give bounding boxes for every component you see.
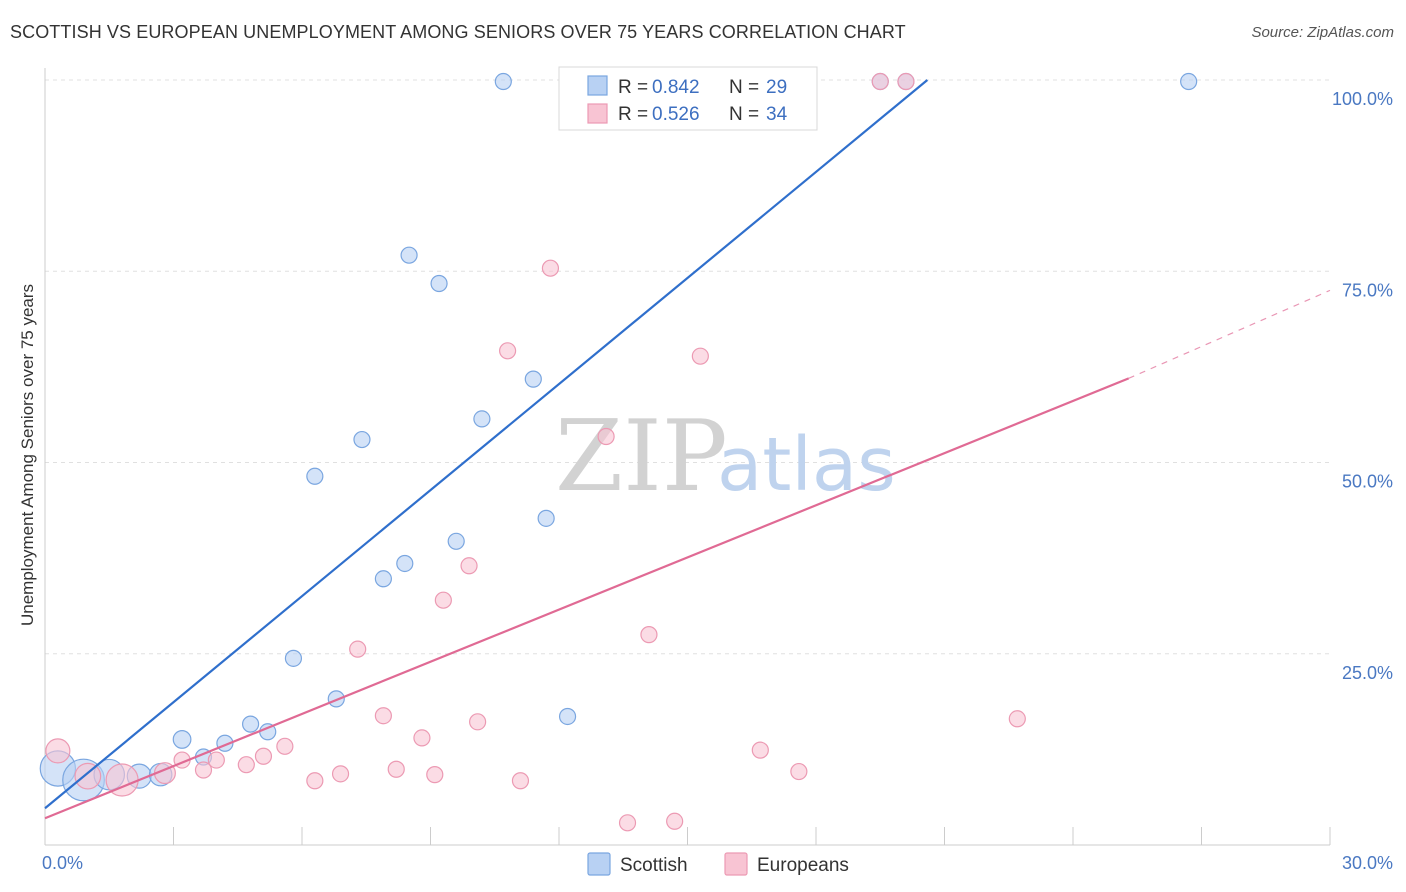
point-europeans-15 bbox=[413, 729, 431, 747]
chart-title: SCOTTISH VS EUROPEAN UNEMPLOYMENT AMONG … bbox=[10, 22, 906, 42]
watermark: ZIP atlas bbox=[555, 400, 896, 514]
series-legend-label-scottish: Scottish bbox=[620, 855, 688, 876]
point-europeans-11 bbox=[331, 765, 350, 783]
point-europeans-0 bbox=[45, 738, 71, 764]
y-tick-label-3: 100.0% bbox=[1332, 89, 1393, 109]
point-europeans-20 bbox=[499, 342, 517, 360]
correlation-legend: R = 0.842 N = 29 R = 0.526 N = 34 bbox=[558, 66, 818, 131]
point-europeans-18 bbox=[460, 557, 478, 575]
legend-r-label-europeans: R = bbox=[618, 104, 648, 125]
point-scottish-15 bbox=[396, 554, 414, 573]
series-legend: Scottish Europeans bbox=[587, 852, 849, 876]
y-tick-label-0: 25.0% bbox=[1342, 663, 1393, 683]
legend-r-value-scottish: 0.842 bbox=[652, 77, 700, 98]
point-scottish-19 bbox=[473, 410, 491, 428]
y-axis-title: Unemployment Among Seniors over 75 years bbox=[18, 284, 37, 626]
point-europeans-31 bbox=[897, 72, 915, 91]
point-europeans-8 bbox=[254, 747, 273, 765]
point-europeans-29 bbox=[790, 762, 808, 781]
point-europeans-19 bbox=[469, 713, 487, 731]
point-scottish-5 bbox=[172, 730, 192, 749]
watermark-atlas: atlas bbox=[717, 422, 896, 508]
point-scottish-8 bbox=[242, 715, 260, 733]
series-legend-swatch-europeans bbox=[724, 852, 748, 876]
series-legend-swatch-scottish bbox=[587, 852, 611, 876]
legend-swatch-europeans bbox=[587, 103, 608, 124]
axes bbox=[44, 68, 1331, 846]
legend-n-label-scottish: N = bbox=[729, 77, 759, 98]
legend-n-value-europeans: 34 bbox=[766, 104, 788, 125]
point-europeans-23 bbox=[597, 427, 615, 446]
point-europeans-25 bbox=[640, 626, 658, 644]
point-scottish-17 bbox=[430, 274, 448, 293]
point-europeans-17 bbox=[434, 591, 452, 609]
point-scottish-11 bbox=[306, 467, 324, 485]
point-europeans-16 bbox=[426, 766, 444, 784]
trend-lines bbox=[44, 79, 1331, 820]
point-europeans-22 bbox=[541, 259, 560, 277]
point-scottish-16 bbox=[400, 246, 418, 264]
point-europeans-32 bbox=[1008, 710, 1026, 728]
y-tick-label-2: 75.0% bbox=[1342, 280, 1393, 300]
legend-n-value-scottish: 29 bbox=[766, 77, 787, 98]
point-scottish-10 bbox=[284, 649, 303, 667]
tick-labels: 25.0% 50.0% 75.0% 100.0% 0.0% 30.0% bbox=[42, 89, 1393, 873]
point-europeans-13 bbox=[374, 707, 392, 725]
point-scottish-18 bbox=[447, 532, 465, 550]
series-legend-label-europeans: Europeans bbox=[757, 855, 849, 876]
legend-r-label-scottish: R = bbox=[618, 77, 648, 98]
point-europeans-10 bbox=[306, 772, 324, 790]
point-europeans-1 bbox=[74, 762, 102, 790]
point-europeans-26 bbox=[666, 812, 684, 830]
trendline-europeans bbox=[44, 377, 1130, 820]
x-tick-label-1: 30.0% bbox=[1342, 853, 1393, 873]
grid-lines bbox=[45, 79, 1330, 655]
point-europeans-5 bbox=[194, 761, 213, 779]
point-scottish-27 bbox=[1180, 72, 1198, 91]
legend-swatch-scottish bbox=[587, 75, 608, 96]
point-europeans-9 bbox=[276, 737, 294, 755]
legend-r-value-europeans: 0.526 bbox=[652, 104, 700, 125]
source-label: Source: ZipAtlas.com bbox=[1251, 24, 1394, 41]
point-scottish-20 bbox=[494, 72, 512, 91]
point-scottish-22 bbox=[537, 509, 555, 527]
legend-n-label-europeans: N = bbox=[729, 104, 759, 125]
point-europeans-24 bbox=[618, 814, 637, 832]
point-europeans-14 bbox=[387, 760, 405, 778]
point-scottish-14 bbox=[374, 570, 392, 588]
point-scottish-21 bbox=[524, 370, 542, 388]
point-europeans-28 bbox=[751, 741, 769, 759]
point-europeans-12 bbox=[349, 640, 367, 658]
y-tick-label-1: 50.0% bbox=[1342, 472, 1393, 492]
point-europeans-6 bbox=[207, 751, 225, 769]
trendline-scottish bbox=[44, 79, 929, 810]
watermark-zip: ZIP bbox=[555, 400, 728, 514]
point-europeans-7 bbox=[237, 756, 255, 774]
point-scottish-23 bbox=[558, 707, 577, 726]
point-europeans-27 bbox=[691, 347, 709, 365]
point-europeans-30 bbox=[871, 72, 889, 91]
point-europeans-21 bbox=[511, 772, 530, 790]
x-tick-label-0: 0.0% bbox=[42, 853, 83, 873]
point-scottish-13 bbox=[353, 430, 371, 449]
trendline-extension-europeans bbox=[1128, 289, 1331, 379]
